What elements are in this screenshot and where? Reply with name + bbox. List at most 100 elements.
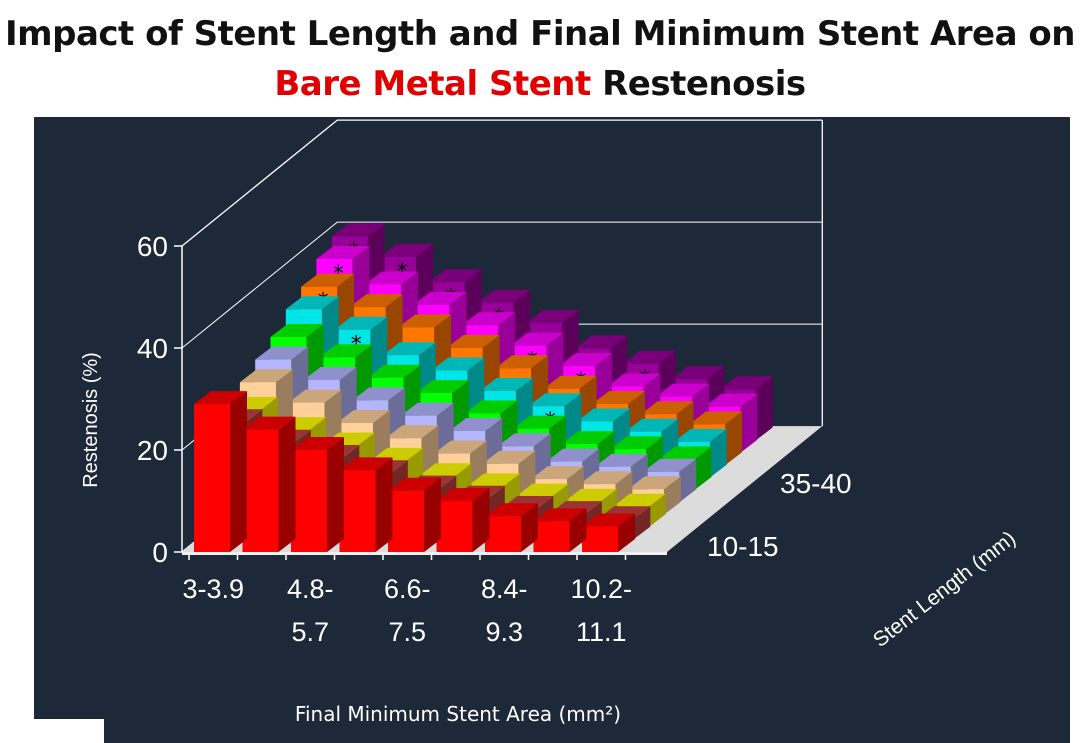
bar-top (546, 448, 600, 462)
bar-side (725, 411, 743, 466)
bar-top (530, 466, 584, 480)
bar-top (543, 375, 597, 389)
bar-top (607, 373, 661, 387)
bar-top (497, 433, 551, 447)
bar-front (436, 501, 473, 552)
slide-title-rest: Restenosis (590, 64, 806, 104)
bar (291, 437, 344, 552)
bar-top (658, 446, 712, 460)
bar-top (671, 366, 725, 380)
slide-title-line2: Bare Metal Stent Restenosis (0, 64, 1080, 104)
bar-top (301, 273, 355, 287)
bar (194, 391, 247, 552)
bar-top (431, 357, 485, 371)
bar-side (709, 428, 727, 478)
bar-side (569, 508, 587, 552)
x-tick-label-line1: 6.6- (384, 574, 431, 604)
bar-front (485, 516, 521, 552)
bar (485, 503, 538, 552)
bar-top (689, 411, 743, 425)
bar-top (574, 335, 628, 349)
bar-top (625, 418, 679, 432)
back-wall-top-edge (181, 119, 823, 247)
bar-top (515, 483, 569, 497)
bar-top (719, 376, 773, 390)
bar-top (558, 353, 612, 367)
bar-top (382, 342, 436, 356)
bar-top (461, 312, 515, 326)
bar-top (285, 296, 339, 310)
bar-top (485, 503, 538, 517)
bar-top (655, 383, 709, 397)
chart-bars: ****************************** (194, 223, 773, 552)
y-tick-label: 40 (137, 333, 168, 364)
z-axis-label: Stent Length (mm) (869, 527, 1020, 652)
chart-floor-edge (182, 552, 667, 555)
bar-top (622, 350, 676, 364)
bar-top (561, 431, 615, 445)
bar-top (385, 425, 439, 439)
bar-top (364, 271, 418, 285)
bar-top (413, 291, 467, 305)
bar-top (418, 463, 472, 477)
bar-front (291, 450, 327, 552)
x-tick-label-line2: 7.5 (388, 617, 426, 647)
y-tick-label: 60 (137, 231, 168, 262)
bar-top (291, 437, 344, 450)
bar (388, 477, 441, 552)
bar-top (610, 436, 663, 450)
bar-front (242, 429, 279, 552)
slide-title-highlight: Bare Metal Stent (274, 64, 591, 104)
bar-top (482, 450, 536, 464)
bar-top (288, 389, 342, 403)
bar (339, 457, 393, 552)
bar-side (663, 476, 681, 515)
bar-side (618, 513, 635, 552)
bar-top (640, 401, 694, 415)
x-tick-label-line1: 3-3.9 (182, 574, 244, 604)
bar-top (336, 410, 390, 423)
bar-top (673, 428, 727, 442)
bar-top (398, 314, 452, 328)
bar-top (331, 223, 385, 237)
bar-top (433, 440, 487, 454)
bar-top (533, 508, 587, 522)
bar-top (270, 324, 324, 337)
bar-front (388, 490, 424, 552)
bar-top (579, 471, 633, 485)
z-tick-label: 35-40 (780, 468, 852, 499)
slide-title-line1: Impact of Stent Length and Final Minimum… (5, 14, 1075, 54)
x-tick-label-line1: 4.8- (287, 574, 334, 604)
bar-top (239, 369, 293, 383)
x-tick-label-line2: 5.7 (291, 617, 329, 647)
bar-top (594, 453, 648, 467)
bar-top (349, 294, 403, 308)
bar-top (352, 387, 406, 401)
bar-top (388, 477, 441, 491)
bar-top (339, 457, 393, 471)
chart-panel: ****************************** Stent Len… (34, 117, 1070, 743)
bar-top (380, 243, 434, 257)
bar-side (327, 437, 344, 552)
bar-top (576, 408, 630, 422)
bar-top (612, 493, 666, 507)
bar-top (510, 332, 564, 346)
bar-side (278, 416, 296, 552)
bar-side (424, 477, 441, 552)
bar-top (467, 473, 521, 487)
bar-top (367, 364, 421, 378)
bar-top (334, 316, 388, 330)
bar-side (755, 376, 773, 441)
bar-front (582, 526, 618, 552)
bar-side (648, 493, 666, 528)
x-tick-label-line2: 9.3 (485, 617, 523, 647)
z-tick-label: 10-15 (707, 531, 779, 562)
bar-top (319, 344, 372, 358)
corner-patch (34, 719, 104, 743)
bar-top (242, 416, 296, 430)
bar-side (679, 458, 697, 503)
chart-3d-bars: ****************************** Stent Len… (80, 119, 1020, 726)
bar (242, 416, 296, 552)
y-axis-label: Restenosis (%) (80, 352, 102, 488)
x-axis-label: Final Minimum Stent Area (mm²) (295, 702, 621, 726)
